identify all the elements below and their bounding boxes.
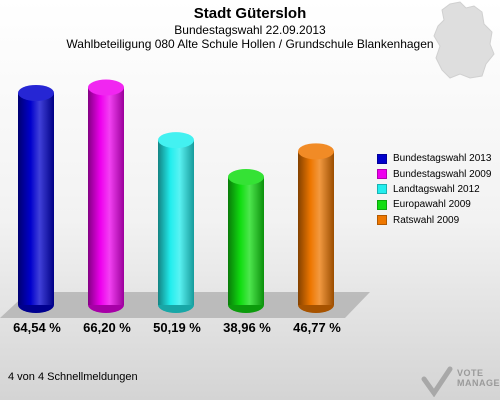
bar-2 [88,79,124,313]
bar-5-top [298,143,334,160]
germany-map-icon [433,1,495,79]
legend-label: Europawahl 2009 [393,199,471,211]
data-label-5: 46,77 % [293,320,341,335]
bar-1 [18,84,54,313]
bar-4-body [228,176,264,305]
legend-swatch [377,169,387,180]
data-label-4: 38,96 % [223,320,271,335]
legend-item-1: Bundestagswahl 2013 [377,151,491,166]
bar-1-top [18,84,54,101]
data-label-1: 64,54 % [13,320,61,335]
data-label-2: 66,20 % [83,320,131,335]
legend-swatch [377,215,387,226]
footer-text: 4 von 4 Schnellmeldungen [8,371,138,383]
data-label-3: 50,19 % [153,320,201,335]
vote-manager-logo-icon [421,366,453,397]
chart-title: Stadt Gütersloh [193,5,307,22]
legend-label: Landtagswahl 2012 [393,183,480,195]
bar-3-body [158,140,194,305]
chart-subtitle-2: Wahlbeteiligung 080 Alte Schule Hollen /… [66,37,434,51]
legend-item-2: Bundestagswahl 2009 [377,166,491,181]
bar-3 [158,132,194,313]
bar-5-body [298,151,334,305]
bar-2-body [88,87,124,305]
bar-5 [298,143,334,313]
legend-swatch [377,199,387,210]
logo-text: VOTE MANAGER [457,368,500,388]
legend-label: Ratswahl 2009 [393,214,460,226]
legend-swatch [377,184,387,195]
bar-4-top [228,168,264,185]
logo-line-1: VOTE [457,368,484,378]
legend-label: Bundestagswahl 2013 [393,153,492,165]
legend-item-5: Ratswahl 2009 [377,213,491,228]
legend-label: Bundestagswahl 2009 [393,168,492,180]
legend-item-3: Landtagswahl 2012 [377,182,491,197]
logo-line-2: MANAGER [457,378,500,388]
bar-2-top [88,79,124,96]
legend-swatch [377,153,387,164]
bar-4 [228,168,264,313]
legend-item-4: Europawahl 2009 [377,197,491,212]
bar-1-body [18,92,54,305]
chart-subtitle: Bundestagswahl 22.09.2013 [174,23,326,37]
legend: Bundestagswahl 2013 Bundestagswahl 2009 La… [377,151,491,228]
bar-3-top [158,132,194,149]
